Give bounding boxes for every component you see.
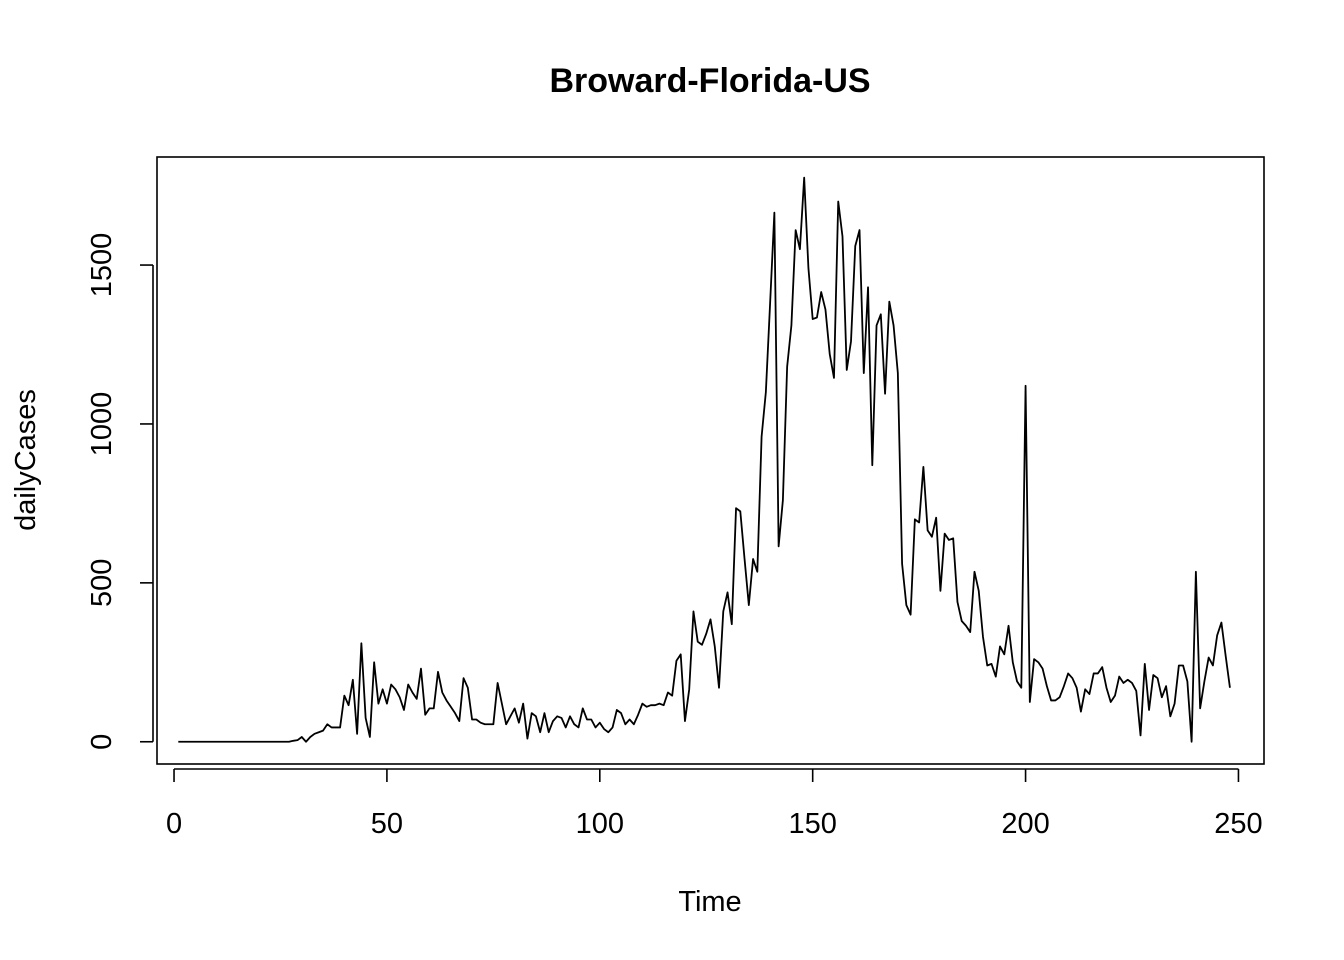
y-tick-label: 1000 [86,392,118,457]
plot-frame [156,156,1265,765]
y-axis-label: dailyCases [10,389,42,531]
x-axis: 0 50 100 150 200 250 [166,768,1263,840]
x-tick-label: 50 [371,808,403,840]
x-tick-label: 150 [788,808,836,840]
chart-title: Broward-Florida-US [549,62,870,100]
y-axis: 0 500 1000 1500 [86,233,154,750]
series-line [178,176,1231,743]
x-axis-label: Time [678,886,741,918]
x-tick-label: 200 [1001,808,1049,840]
x-tick-label: 100 [576,808,624,840]
x-tick-label: 250 [1214,808,1262,840]
y-tick-label: 1500 [86,233,118,298]
y-tick-label: 500 [86,559,118,607]
x-tick-label: 0 [166,808,182,840]
y-tick-label: 0 [86,734,118,750]
